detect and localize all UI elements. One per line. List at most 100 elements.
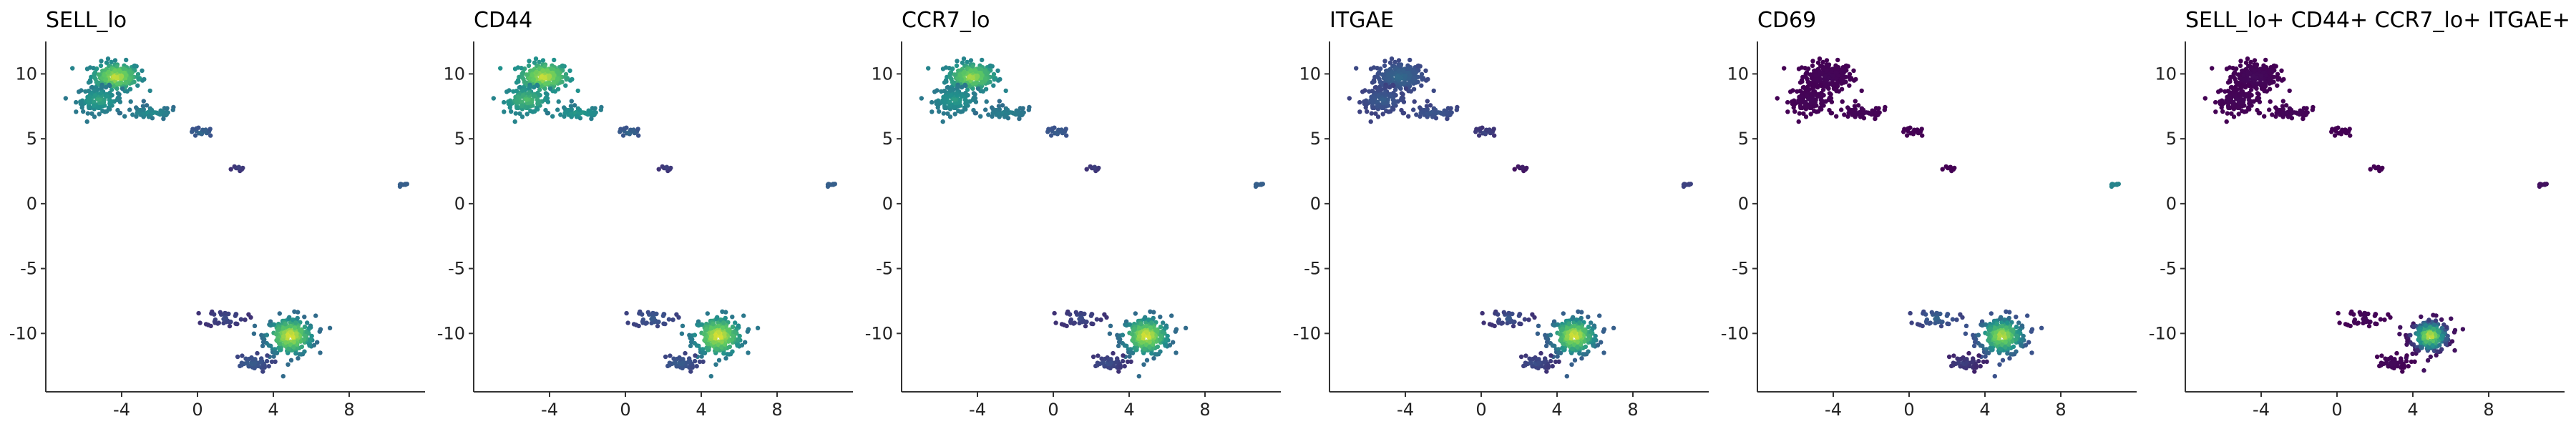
- data-point: [1808, 72, 1813, 77]
- data-point: [568, 104, 574, 109]
- data-point: [1154, 329, 1160, 334]
- data-point: [1972, 340, 1978, 345]
- data-point: [2373, 321, 2379, 326]
- data-point: [542, 86, 547, 92]
- data-point: [2430, 343, 2435, 348]
- data-point: [1938, 323, 1944, 329]
- data-point: [1556, 359, 1561, 364]
- data-point: [755, 325, 761, 330]
- panel-6: SELL_lo+ CD44+ CCR7_lo+ ITGAE+ CD691050-…: [2149, 8, 2576, 420]
- data-point: [1810, 63, 1815, 69]
- y-tick-label: -5: [20, 259, 37, 279]
- data-point: [586, 108, 591, 113]
- data-point: [668, 165, 673, 171]
- data-point: [397, 184, 403, 189]
- data-point: [1163, 337, 1169, 342]
- data-point: [2002, 317, 2007, 322]
- x-tick-label: 0: [1048, 400, 1058, 420]
- data-point: [318, 350, 323, 355]
- data-point: [1102, 312, 1107, 317]
- data-point: [1512, 319, 1517, 325]
- data-point: [1380, 72, 1385, 77]
- data-point: [1522, 317, 1528, 322]
- data-point: [1577, 320, 1582, 325]
- data-point: [190, 129, 195, 134]
- data-point: [992, 77, 997, 82]
- data-point: [1775, 96, 1780, 101]
- data-point: [1536, 360, 1541, 365]
- data-point: [2362, 310, 2367, 316]
- data-point: [2298, 108, 2303, 113]
- data-point: [2231, 88, 2237, 93]
- data-point: [1403, 86, 1409, 92]
- data-point: [959, 84, 965, 90]
- data-point: [1445, 116, 1450, 122]
- data-point: [107, 83, 112, 89]
- data-point: [281, 334, 286, 339]
- data-point: [2368, 319, 2373, 325]
- data-point: [1376, 93, 1382, 98]
- data-point: [2223, 89, 2228, 94]
- data-point: [1687, 182, 1692, 187]
- data-point: [1158, 333, 1163, 338]
- data-point: [141, 99, 146, 104]
- data-point: [2439, 317, 2444, 322]
- data-point: [1798, 105, 1803, 110]
- data-point: [1948, 165, 1953, 171]
- data-point: [1582, 329, 1588, 334]
- data-point: [1157, 337, 1163, 342]
- data-point: [1803, 114, 1809, 119]
- data-point: [1923, 312, 1928, 317]
- data-point: [502, 109, 507, 114]
- data-point: [2263, 57, 2268, 63]
- data-point: [1151, 315, 1156, 321]
- data-point: [224, 320, 229, 325]
- data-point: [1591, 343, 1596, 348]
- data-point: [2257, 81, 2263, 86]
- data-point: [200, 127, 205, 132]
- data-point: [2244, 94, 2250, 99]
- data-point: [730, 324, 736, 330]
- data-point: [1373, 111, 1378, 116]
- data-point: [540, 68, 545, 74]
- data-point: [498, 66, 503, 71]
- data-point: [520, 93, 526, 98]
- data-point: [102, 109, 107, 114]
- y-tick-label: 5: [2166, 129, 2177, 149]
- data-point: [701, 350, 706, 355]
- data-point: [535, 107, 540, 112]
- data-point: [1484, 127, 1489, 132]
- y-tick-label: 0: [26, 194, 37, 214]
- data-point: [1428, 103, 1433, 108]
- data-point: [1454, 107, 1460, 112]
- data-point: [1852, 104, 1858, 109]
- data-point: [104, 60, 109, 65]
- data-point: [236, 165, 241, 171]
- data-point: [2254, 64, 2259, 69]
- data-point: [1572, 323, 1577, 329]
- data-point: [276, 326, 281, 331]
- data-point: [2004, 309, 2009, 314]
- data-point: [1419, 83, 1424, 88]
- data-point: [1920, 323, 1925, 329]
- data-point: [572, 103, 577, 108]
- data-point: [721, 331, 726, 336]
- data-point: [1571, 315, 1576, 320]
- data-point: [1969, 360, 1974, 365]
- data-point: [947, 103, 952, 108]
- data-point: [1597, 313, 1602, 318]
- data-point: [551, 79, 557, 85]
- data-point: [1579, 315, 1584, 321]
- data-point: [1139, 340, 1144, 345]
- data-point: [1984, 350, 1989, 355]
- data-point: [1981, 359, 1986, 365]
- data-point: [1143, 315, 1148, 320]
- data-point: [120, 66, 126, 72]
- data-point: [2004, 325, 2009, 330]
- data-point: [1146, 317, 1151, 322]
- data-point: [127, 77, 132, 82]
- y-tick-label: 5: [1310, 129, 1321, 149]
- data-point: [746, 350, 751, 355]
- data-point: [2419, 314, 2424, 320]
- data-point: [106, 69, 111, 75]
